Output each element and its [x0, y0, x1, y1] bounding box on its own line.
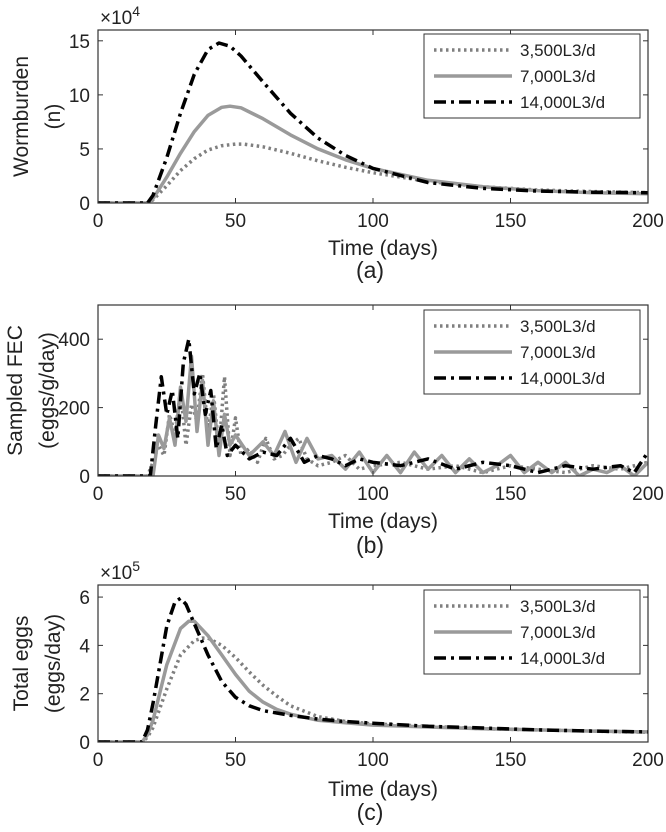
- y-tick-label: 0: [79, 467, 90, 488]
- x-tick-label: 0: [93, 484, 104, 505]
- legend-label: 3,500L3/d: [520, 597, 596, 616]
- legend-label: 14,000L3/d: [520, 93, 605, 112]
- x-tick-label: 100: [357, 750, 389, 771]
- legend-label: 14,000L3/d: [520, 369, 605, 388]
- series-line-3: [98, 337, 648, 476]
- x-tick-label: 200: [632, 211, 664, 232]
- x-tick-label: 150: [495, 211, 527, 232]
- y-axis-label-line1: Total eggs: [10, 616, 33, 712]
- x-tick-label: 150: [495, 484, 527, 505]
- legend-label: 14,000L3/d: [520, 649, 605, 668]
- legend: 3,500L3/d 7,000L3/d 14,000L3/d: [423, 33, 641, 119]
- x-tick-label: 50: [225, 211, 246, 232]
- y-tick-label: 400: [58, 330, 90, 351]
- y-axis-label-line2: (n): [42, 104, 65, 130]
- series-line-2: [98, 619, 648, 742]
- y-axis-label-line2: (eggs/g/day): [36, 332, 59, 449]
- y-axis-label-line2: (eggs/day): [42, 614, 65, 713]
- y-tick-label: 0: [79, 194, 90, 215]
- y-tick-label: 2: [79, 685, 90, 706]
- x-tick-label: 50: [225, 750, 246, 771]
- series-line-3: [98, 41, 648, 203]
- y-tick-label: 200: [58, 399, 90, 420]
- y-tick-label: 0: [79, 733, 90, 754]
- y-exponent-label: ×104: [100, 3, 140, 29]
- series-line-2: [98, 104, 648, 203]
- legend-label: 7,000L3/d: [520, 67, 596, 86]
- y-exponent-label: ×105: [100, 558, 140, 584]
- series-line-1: [98, 142, 648, 203]
- x-axis-label: Time (days): [328, 510, 438, 533]
- series-group: [98, 337, 648, 476]
- legend: 3,500L3/d 7,000L3/d 14,000L3/d: [423, 589, 641, 675]
- y-tick-label: 4: [79, 636, 90, 657]
- panel-caption: (a): [356, 257, 384, 283]
- legend: 3,500L3/d 7,000L3/d 14,000L3/d: [423, 309, 641, 395]
- y-tick-label: 6: [79, 588, 90, 609]
- x-tick-label: 100: [357, 484, 389, 505]
- y-tick-label: 5: [79, 140, 90, 161]
- x-tick-label: 150: [495, 750, 527, 771]
- chart-panel-2: 0 50 100 150 200 0 200 400 Time (days) Sampled FE…: [4, 304, 664, 558]
- y-axis-label-line1: Wormburden: [10, 56, 33, 177]
- legend-label: 7,000L3/d: [520, 343, 596, 362]
- series-group: [98, 41, 648, 203]
- panel-caption: (b): [356, 532, 384, 558]
- y-tick-label: 10: [69, 86, 90, 107]
- chart-panel-3: 0 50 100 150 200 0 2 4 6 ×105 Time (days) Total egg…: [10, 558, 664, 825]
- y-tick-label: 15: [69, 32, 90, 53]
- x-axis-label: Time (days): [328, 237, 438, 260]
- legend-label: 3,500L3/d: [520, 317, 596, 336]
- legend-label: 3,500L3/d: [520, 41, 596, 60]
- x-tick-label: 200: [632, 750, 664, 771]
- panel-caption: (c): [357, 799, 384, 825]
- x-tick-label: 200: [632, 484, 664, 505]
- x-tick-label: 0: [93, 750, 104, 771]
- legend-label: 7,000L3/d: [520, 623, 596, 642]
- series-line-3: [98, 596, 648, 742]
- x-axis-label: Time (days): [328, 778, 438, 801]
- series-group: [98, 596, 648, 742]
- chart-panel-1: 0 50 100 150 200 0 5 10 15 ×104 Time (days) Wormbur…: [10, 3, 664, 283]
- y-axis-label-line1: Sampled FEC: [4, 325, 27, 456]
- x-tick-label: 0: [93, 211, 104, 232]
- x-tick-label: 50: [225, 484, 246, 505]
- x-tick-label: 100: [357, 211, 389, 232]
